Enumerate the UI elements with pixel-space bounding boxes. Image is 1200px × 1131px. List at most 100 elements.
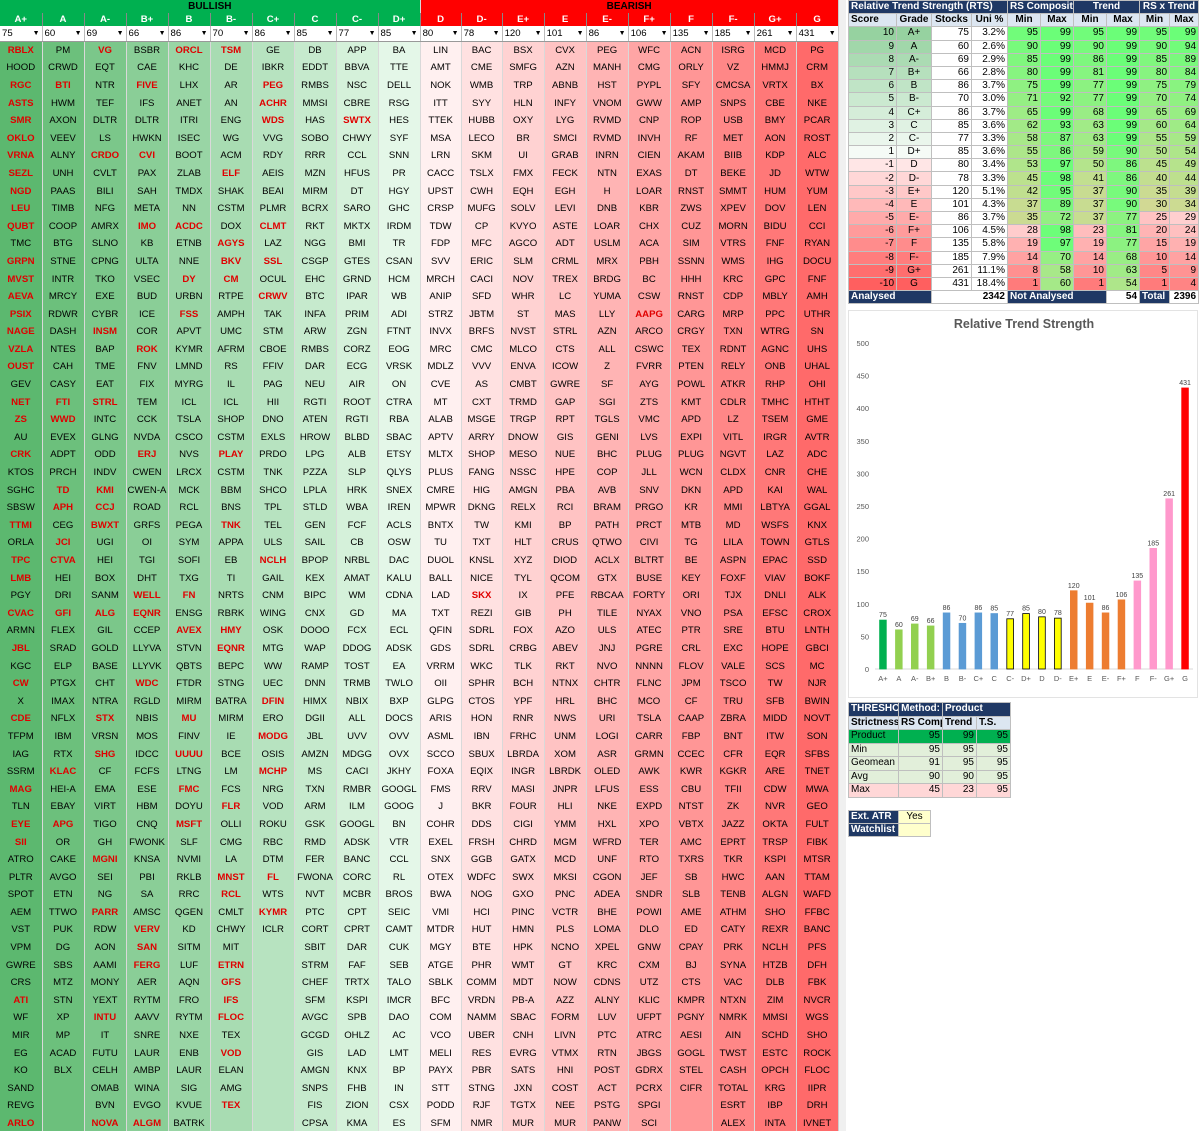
ticker-cell[interactable]: PUK (42, 921, 85, 939)
ticker-cell[interactable]: AESI (670, 1026, 713, 1045)
ticker-cell[interactable]: MGNI (84, 850, 127, 869)
ticker-cell[interactable]: HIG (461, 481, 503, 499)
ticker-cell[interactable]: NVDA (126, 428, 169, 447)
ticker-cell[interactable]: FTI (42, 393, 85, 411)
ticker-cell[interactable]: JXN (502, 1079, 545, 1098)
ticker-cell[interactable]: ADC (796, 446, 838, 464)
ticker-cell[interactable]: KEY (670, 569, 713, 587)
ticker-cell[interactable]: STRL (544, 323, 587, 341)
ticker-cell[interactable]: SLF (168, 833, 211, 851)
ticker-cell[interactable]: TGTX (502, 1097, 545, 1115)
ticker-cell[interactable]: PBR (461, 1061, 503, 1080)
ticker-cell[interactable]: RTPE (210, 287, 253, 306)
ticker-cell[interactable]: CLDX (712, 463, 755, 482)
ticker-cell[interactable]: CMCSA (712, 76, 755, 95)
ticker-cell[interactable]: DLTR (84, 111, 127, 130)
ticker-cell[interactable]: EPAC (754, 551, 797, 570)
ticker-cell[interactable]: MODG (252, 727, 295, 746)
ticker-cell[interactable]: CSW (628, 287, 671, 306)
ticker-cell[interactable]: AMH (796, 287, 838, 306)
ticker-cell[interactable]: HUBB (461, 111, 503, 130)
ticker-cell[interactable]: DLTR (126, 111, 169, 130)
ticker-cell[interactable]: FAF (336, 956, 379, 974)
ticker-cell[interactable]: NCNO (544, 938, 587, 957)
ticker-cell[interactable]: RRC (168, 886, 211, 904)
ticker-cell[interactable]: ADEA (586, 886, 629, 904)
ticker-cell[interactable]: SEB (378, 956, 421, 974)
ticker-cell[interactable]: SFY (670, 76, 713, 95)
ticker-cell[interactable]: UVV (336, 727, 379, 746)
ticker-cell[interactable]: PCAR (796, 111, 838, 130)
ticker-cell[interactable]: ISEC (168, 129, 211, 148)
ticker-cell[interactable]: VALE (712, 657, 755, 675)
ticker-cell[interactable]: TWST (712, 1044, 755, 1062)
ticker-cell[interactable]: BP (544, 516, 587, 535)
ticker-cell[interactable]: RBCAA (586, 586, 629, 605)
ticker-cell[interactable]: PLUG (628, 446, 671, 464)
ticker-cell[interactable]: RDNT (712, 340, 755, 359)
ticker-cell[interactable]: SAND (0, 1079, 43, 1098)
ticker-cell[interactable]: FTNT (378, 323, 421, 341)
ticker-cell[interactable]: QCOM (544, 569, 587, 587)
ticker-cell[interactable]: FBP (670, 727, 713, 746)
ticker-cell[interactable]: ASTE (544, 217, 587, 236)
ticker-cell[interactable]: SBLK (420, 973, 462, 992)
ticker-cell[interactable]: NUE (544, 446, 587, 464)
ticker-cell[interactable]: APH (42, 498, 85, 517)
ticker-cell[interactable]: BXP (378, 692, 421, 711)
ticker-cell[interactable]: ROOT (336, 393, 379, 411)
ticker-cell[interactable]: LTNG (168, 762, 211, 781)
ticker-cell[interactable]: HWM (42, 94, 85, 112)
ticker-cell[interactable]: APTV (420, 428, 462, 447)
ticker-cell[interactable]: KMT (670, 393, 713, 411)
ticker-cell[interactable]: XPEV (712, 199, 755, 218)
ticker-cell[interactable]: VSEC (126, 270, 169, 288)
ticker-cell[interactable]: SEZL (0, 164, 43, 183)
ticker-cell[interactable]: BLBD (336, 428, 379, 447)
ticker-cell[interactable]: VOD (252, 798, 295, 816)
ticker-cell[interactable]: ICLR (252, 921, 295, 939)
ticker-cell[interactable]: TXRS (670, 850, 713, 869)
ticker-cell[interactable]: APP (336, 41, 379, 60)
ticker-cell[interactable]: PRDO (252, 446, 295, 464)
ticker-cell[interactable]: RKLB (168, 868, 211, 886)
ticker-cell[interactable]: PRCT (628, 516, 671, 535)
ticker-cell[interactable]: SHG (84, 745, 127, 763)
ticker-cell[interactable]: KNX (336, 1061, 379, 1080)
grade-header-15[interactable]: F+ (628, 13, 671, 26)
ticker-cell[interactable]: TRSP (754, 833, 797, 851)
threshold-row[interactable]: Geomean 91 95 95 (848, 756, 1011, 771)
ticker-cell[interactable]: EXC (712, 639, 755, 658)
ticker-cell[interactable]: CCL (378, 850, 421, 869)
ticker-cell[interactable]: H (586, 182, 629, 200)
ticker-cell[interactable]: TER (628, 833, 671, 851)
ticker-cell[interactable]: KGKR (712, 762, 755, 781)
ticker-cell[interactable]: CAMT (378, 921, 421, 939)
ticker-cell[interactable]: BOX (84, 569, 127, 587)
ticker-cell[interactable]: NVS (168, 446, 211, 464)
ticker-cell[interactable]: DAR (336, 938, 379, 957)
ticker-cell[interactable]: SFM (420, 1114, 462, 1131)
ticker-cell[interactable]: EAT (84, 375, 127, 394)
ticker-cell[interactable]: KVUE (168, 1097, 211, 1115)
ticker-cell[interactable]: BANC (796, 921, 838, 939)
ticker-cell[interactable]: NVT (294, 886, 337, 904)
ticker-cell[interactable]: OUST (0, 358, 43, 376)
ticker-cell[interactable]: TW (754, 674, 797, 693)
ticker-cell[interactable]: HNI (544, 1061, 587, 1080)
ticker-cell[interactable]: BUD (126, 287, 169, 306)
ticker-cell[interactable]: GSK (294, 815, 337, 834)
ticker-cell[interactable]: MIT (210, 938, 253, 957)
ticker-cell[interactable]: NN (168, 199, 211, 218)
ticker-cell[interactable]: TKO (84, 270, 127, 288)
ticker-cell[interactable]: HUM (754, 182, 797, 200)
ticker-cell[interactable]: DNO (252, 410, 295, 429)
ticker-cell[interactable]: TMC (0, 235, 43, 253)
ticker-cell[interactable]: CDLR (712, 393, 755, 411)
ticker-cell[interactable]: GRAB (544, 147, 587, 165)
ticker-cell[interactable]: KNX (796, 516, 838, 535)
ticker-cell[interactable]: ERJ (126, 446, 169, 464)
ticker-cell[interactable]: QFIN (420, 622, 462, 640)
ticker-cell[interactable]: XYZ (502, 551, 545, 570)
ticker-cell[interactable]: MDGG (336, 745, 379, 763)
